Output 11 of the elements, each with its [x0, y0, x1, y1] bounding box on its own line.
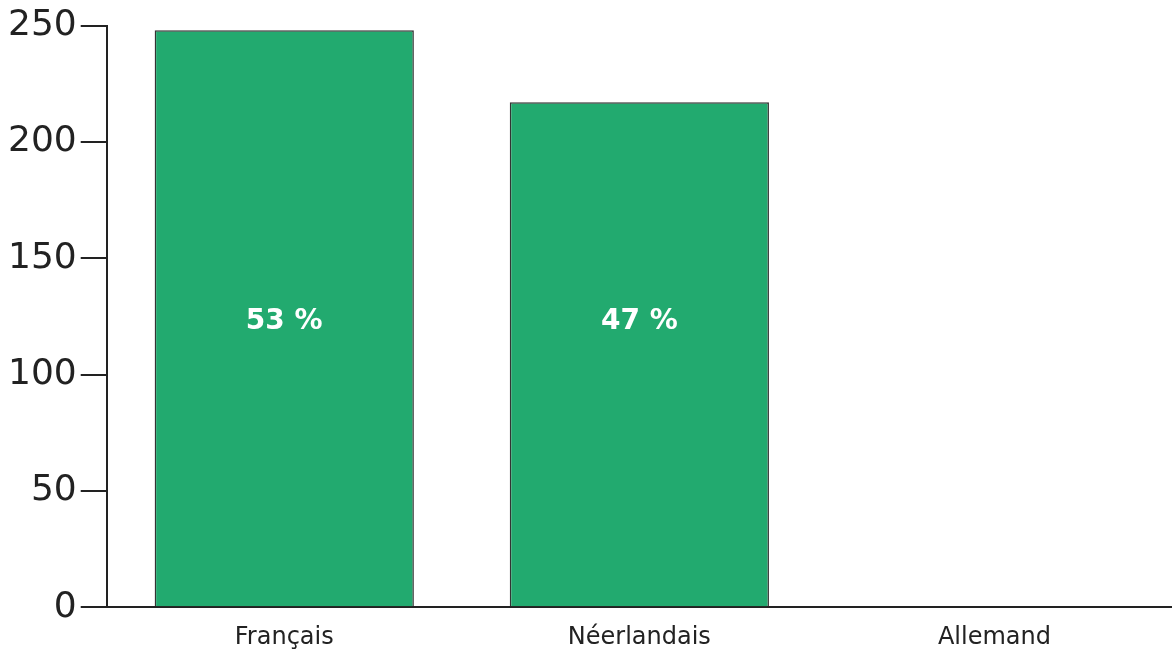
annotation: 53 %	[245, 303, 323, 337]
y-tick-label: 200	[7, 118, 77, 160]
annotation: 47 %	[600, 303, 678, 337]
x-tick-label: Néerlandais	[567, 621, 711, 650]
x-tick-label: Allemand	[937, 621, 1051, 650]
y-tick-label: 250	[7, 1, 77, 43]
y-tick-label: 50	[30, 467, 77, 509]
x-tick-label: Français	[234, 621, 334, 650]
y-tick-label: 0	[53, 583, 77, 625]
y-tick-label: 100	[7, 350, 77, 392]
y-tick-label: 150	[7, 234, 77, 276]
